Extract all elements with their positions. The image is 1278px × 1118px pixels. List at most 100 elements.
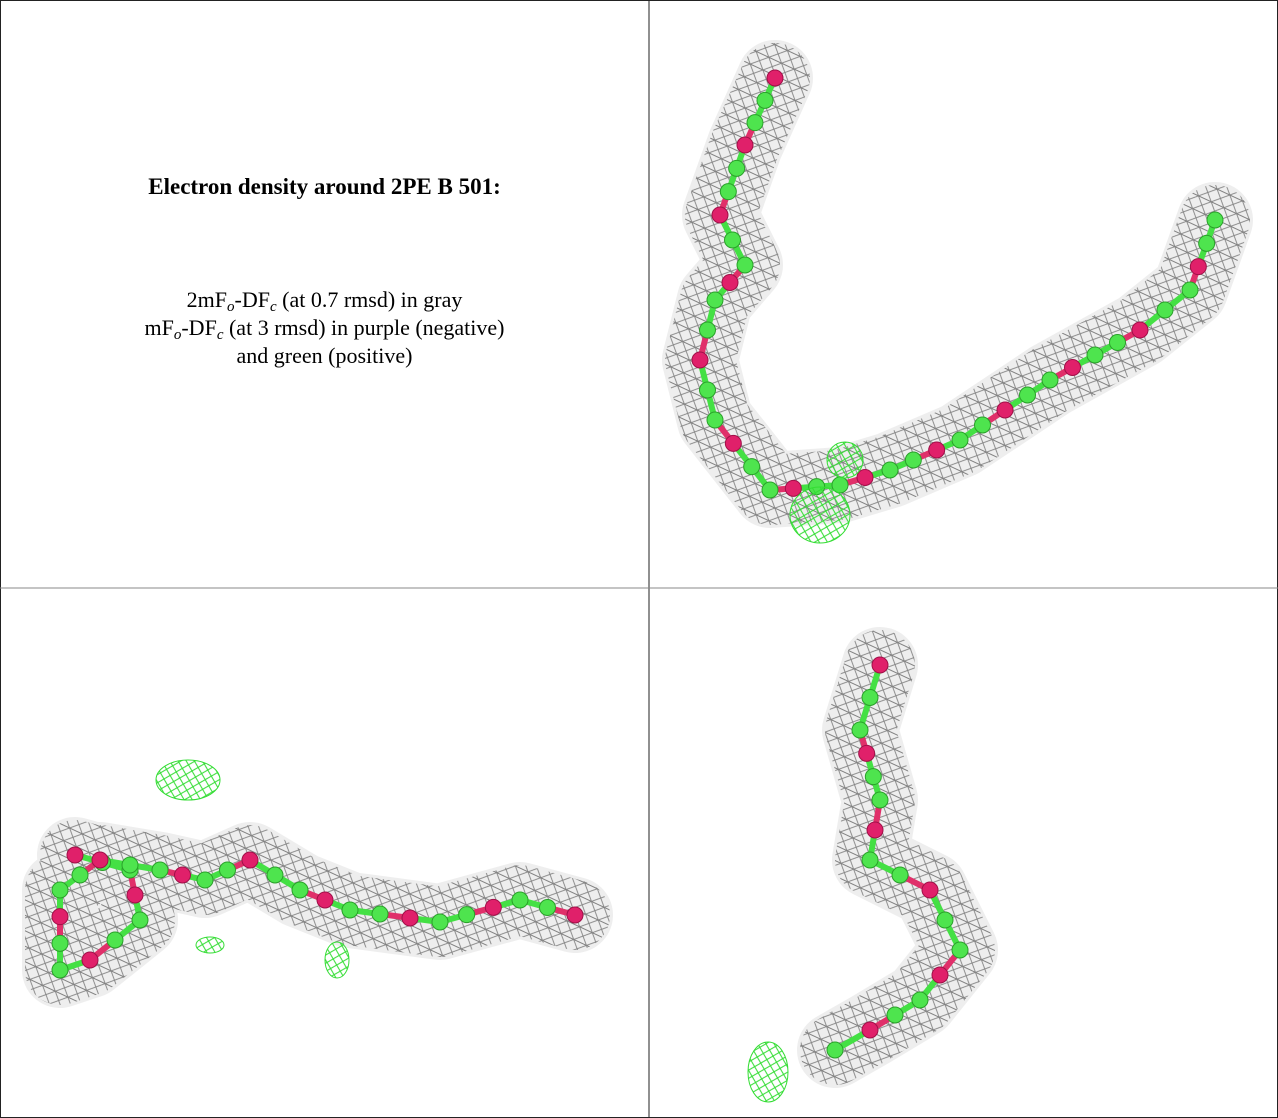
atom bbox=[736, 256, 754, 274]
atom bbox=[51, 934, 69, 952]
atom bbox=[71, 866, 89, 884]
atom bbox=[826, 1041, 844, 1059]
atom bbox=[51, 961, 69, 979]
atom bbox=[151, 861, 169, 879]
atom bbox=[699, 381, 716, 399]
atom bbox=[1181, 281, 1199, 299]
atom bbox=[121, 856, 139, 874]
atom bbox=[131, 911, 149, 929]
atom bbox=[174, 866, 191, 884]
atom bbox=[458, 906, 476, 924]
atom bbox=[724, 434, 742, 452]
difference-density bbox=[324, 941, 350, 979]
difference-density bbox=[789, 486, 851, 544]
difference-density bbox=[195, 936, 225, 954]
atom bbox=[66, 846, 84, 864]
atom bbox=[951, 431, 969, 449]
legend-subscript: o bbox=[173, 327, 182, 343]
atom bbox=[241, 851, 259, 869]
atom bbox=[706, 411, 724, 429]
difference-density bbox=[155, 759, 221, 801]
atom bbox=[219, 861, 236, 879]
atom bbox=[864, 768, 882, 786]
legend-text: -DF bbox=[181, 315, 217, 340]
atom bbox=[126, 886, 144, 904]
atom bbox=[951, 941, 969, 959]
atom bbox=[1086, 346, 1104, 364]
panel-title: Electron density around 2PE B 501: bbox=[148, 174, 501, 199]
atom bbox=[1041, 371, 1059, 389]
atom bbox=[1019, 386, 1036, 404]
atom bbox=[861, 689, 879, 706]
atom bbox=[316, 891, 334, 909]
atom bbox=[401, 909, 419, 927]
atom bbox=[851, 721, 869, 739]
atom bbox=[724, 231, 741, 249]
atom bbox=[341, 901, 359, 919]
atom bbox=[931, 966, 949, 984]
atom bbox=[921, 881, 939, 899]
atom bbox=[706, 291, 724, 309]
atom bbox=[871, 791, 889, 809]
atom bbox=[858, 744, 876, 762]
atom bbox=[539, 899, 556, 916]
atom bbox=[881, 461, 899, 479]
atom bbox=[996, 401, 1014, 419]
legend-line: mFo-DFc (at 3 rmsd) in purple (negative) bbox=[0, 314, 649, 343]
legend-line: and green (positive) bbox=[0, 342, 649, 370]
atom bbox=[711, 206, 729, 224]
legend-subscript: c bbox=[216, 327, 224, 343]
atom bbox=[761, 481, 779, 499]
atom bbox=[886, 1006, 904, 1024]
atom bbox=[719, 183, 737, 201]
atom bbox=[196, 871, 214, 889]
atom bbox=[928, 441, 946, 459]
atom bbox=[756, 91, 774, 109]
atom bbox=[81, 951, 99, 969]
difference-density bbox=[747, 1041, 789, 1103]
atom bbox=[371, 905, 389, 923]
panel-legend: 2mFo-DFc (at 0.7 rmsd) in gray mFo-DFc (… bbox=[0, 286, 649, 370]
density-mesh-edge bbox=[662, 40, 1253, 528]
legend-subscript: o bbox=[227, 299, 235, 315]
legend-text: (at 3 rmsd) in purple (negative) bbox=[223, 315, 505, 340]
atom bbox=[1109, 334, 1126, 351]
atom bbox=[1156, 301, 1174, 319]
atom bbox=[861, 1021, 879, 1039]
density-renderings bbox=[22, 40, 1253, 1103]
atom bbox=[484, 898, 502, 916]
atom bbox=[974, 416, 991, 434]
atom bbox=[871, 656, 889, 674]
legend-text: and green (positive) bbox=[236, 343, 413, 368]
atom bbox=[861, 851, 879, 869]
legend-text: 2mF bbox=[186, 287, 227, 312]
atom bbox=[736, 136, 754, 154]
atom bbox=[743, 458, 761, 476]
atom bbox=[721, 274, 739, 291]
atom bbox=[91, 851, 109, 869]
atom bbox=[746, 114, 764, 132]
atom bbox=[511, 891, 529, 909]
atom bbox=[51, 908, 69, 926]
legend-text: -DF bbox=[234, 287, 270, 312]
density-mesh-edge bbox=[797, 627, 998, 1088]
atom bbox=[1206, 211, 1224, 229]
atom bbox=[1131, 321, 1149, 339]
atom bbox=[1189, 258, 1207, 276]
atom bbox=[106, 931, 124, 949]
difference-density bbox=[826, 441, 864, 479]
atom bbox=[936, 911, 954, 929]
atom bbox=[691, 351, 709, 369]
atom bbox=[866, 821, 884, 839]
atom bbox=[566, 906, 584, 924]
atom bbox=[904, 451, 922, 469]
atom bbox=[856, 469, 874, 486]
atom bbox=[699, 321, 716, 339]
legend-text: mF bbox=[144, 315, 174, 340]
atom bbox=[911, 991, 929, 1009]
atom bbox=[891, 866, 909, 884]
atom bbox=[1198, 234, 1216, 252]
legend-text: (at 0.7 rmsd) in gray bbox=[276, 287, 463, 312]
